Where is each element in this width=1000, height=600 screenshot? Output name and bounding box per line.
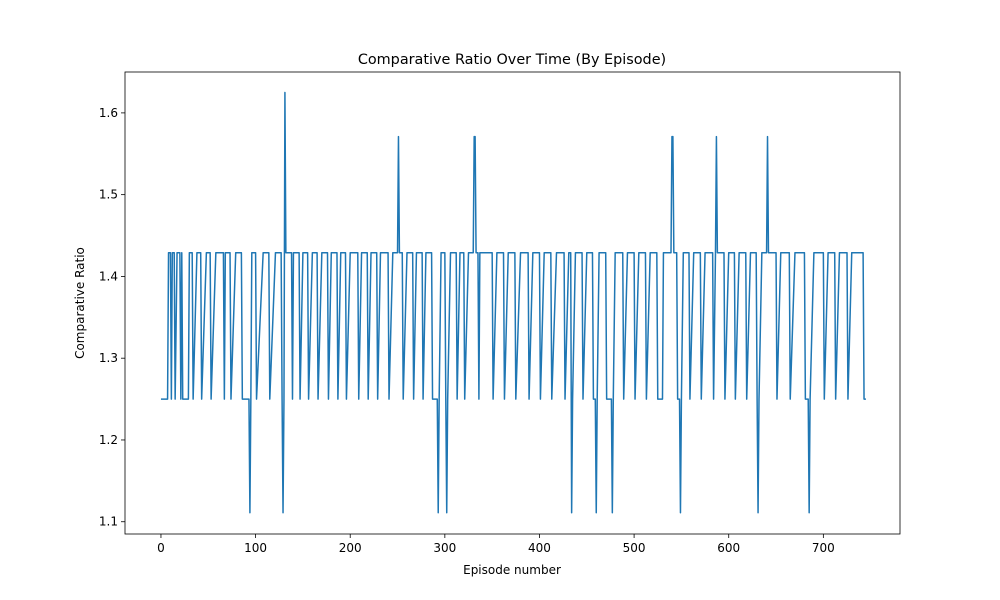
data-line — [160, 91, 866, 514]
y-tick-label: 1.2 — [99, 433, 118, 447]
chart-title: Comparative Ratio Over Time (By Episode) — [358, 52, 666, 68]
x-tick-label: 100 — [244, 541, 267, 555]
x-tick-label: 500 — [623, 541, 646, 555]
x-tick-label: 200 — [339, 541, 362, 555]
y-axis-label: Comparative Ratio — [73, 247, 87, 359]
y-tick-label: 1.5 — [99, 188, 118, 202]
y-tick-label: 1.4 — [99, 269, 118, 283]
y-tick-label: 1.3 — [99, 351, 118, 365]
x-tick-label: 400 — [528, 541, 551, 555]
x-tick-label: 300 — [433, 541, 456, 555]
x-tick-label: 700 — [812, 541, 835, 555]
x-tick-label: 600 — [717, 541, 740, 555]
x-tick-label: 0 — [157, 541, 165, 555]
y-tick-label: 1.1 — [99, 515, 118, 529]
y-tick-label: 1.6 — [99, 106, 118, 120]
plot-frame — [124, 71, 901, 535]
x-axis-label: Episode number — [463, 563, 561, 577]
